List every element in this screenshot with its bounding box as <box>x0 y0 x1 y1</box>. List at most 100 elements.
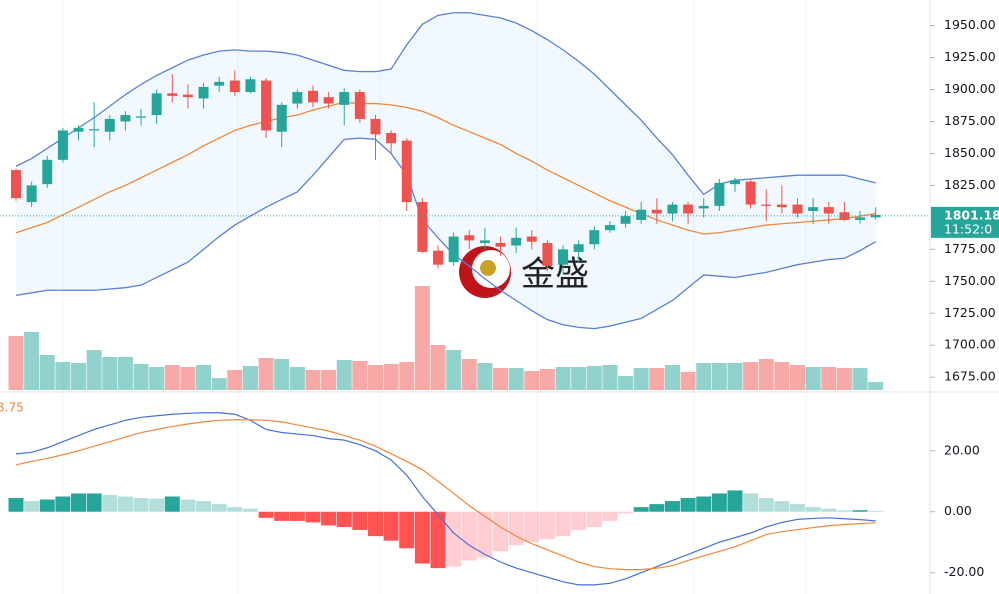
volume-bar <box>758 359 774 390</box>
candle-body <box>620 216 631 224</box>
volume-bar <box>55 362 71 390</box>
volume-bar <box>149 367 165 390</box>
y-tick-label: 1725.00 <box>944 305 996 320</box>
histogram-bar <box>493 511 509 552</box>
volume-bar <box>321 370 337 390</box>
candle-body <box>745 181 756 205</box>
y-tick-label: 1675.00 <box>944 369 996 384</box>
volume-bar <box>289 367 305 390</box>
signal-line <box>15 419 876 571</box>
candle-body <box>120 115 131 122</box>
candle-body <box>573 244 584 252</box>
candle-body <box>73 127 84 132</box>
candle-body <box>276 104 287 132</box>
volume-bar <box>727 363 743 390</box>
histogram-bar <box>571 511 587 531</box>
candle-body <box>776 204 787 208</box>
histogram-bar <box>774 501 790 512</box>
candle-body <box>683 204 694 214</box>
candle-body <box>761 204 772 206</box>
candle-body <box>323 97 334 104</box>
candle-body <box>495 242 506 247</box>
band-fill <box>16 12 876 329</box>
volume-bar <box>493 368 509 390</box>
histogram-bar <box>258 511 274 518</box>
histogram-bar <box>477 511 493 558</box>
histogram-bar <box>196 501 212 512</box>
volume-bar <box>446 350 462 390</box>
candle-body <box>261 80 272 131</box>
candle-body <box>229 80 240 93</box>
histogram-bar <box>539 511 555 540</box>
volume-bar <box>117 357 133 390</box>
candle-body <box>182 94 193 98</box>
histogram-bar <box>39 499 55 512</box>
candle-body <box>589 230 600 245</box>
histogram-bar <box>336 511 352 527</box>
histogram-bar <box>790 504 805 512</box>
volume-bar <box>508 368 524 390</box>
last-price-box <box>931 206 999 238</box>
candle-body <box>558 249 569 265</box>
candle-body <box>511 237 522 246</box>
candle-body <box>714 182 725 206</box>
volume-bar <box>539 369 555 390</box>
candle-body <box>354 92 365 119</box>
candle-body <box>339 92 350 105</box>
y-tick-label: 1700.00 <box>944 337 996 352</box>
histogram-bar <box>242 508 258 512</box>
countdown-label: 11:52:0 <box>944 221 992 236</box>
histogram-bar <box>321 511 337 526</box>
candle-body <box>667 204 678 214</box>
candle-body <box>729 180 740 185</box>
histogram-bar <box>743 493 759 512</box>
candle-body <box>464 235 475 241</box>
histogram-bar <box>821 508 837 512</box>
volume-bar <box>836 368 852 390</box>
volume-bar <box>71 363 87 390</box>
candle-body <box>307 90 318 103</box>
candle-body <box>104 118 115 132</box>
histogram-bar <box>805 507 821 512</box>
logo-dot <box>480 260 496 276</box>
histogram-bar <box>71 493 87 512</box>
histogram-bar <box>633 507 649 512</box>
y-tick-label: 1875.00 <box>944 113 996 128</box>
candle-body <box>292 92 303 104</box>
candle-body <box>89 129 100 131</box>
candle-body <box>214 81 225 86</box>
macd-line <box>15 412 876 586</box>
histogram-bar <box>164 496 180 512</box>
candle-body <box>636 209 647 220</box>
histogram-bar <box>618 511 634 514</box>
volume-bar <box>649 368 665 390</box>
histogram-bar <box>274 511 290 521</box>
histogram-bar <box>86 493 102 512</box>
histogram-bar <box>461 511 477 561</box>
histogram-bar <box>680 498 696 512</box>
candle-body <box>57 130 68 160</box>
volume-bar <box>258 358 274 390</box>
volume-bar <box>477 363 493 390</box>
volume-bar <box>633 368 649 390</box>
volume-bar <box>39 355 55 390</box>
candle-body <box>11 170 21 199</box>
volume-bar <box>414 286 430 390</box>
histogram-bar <box>602 511 618 521</box>
histogram-bar <box>367 511 383 537</box>
candle-body <box>870 214 881 218</box>
volume-bar <box>242 366 258 390</box>
histogram-bar <box>211 504 227 512</box>
y-tick-label: -20.00 <box>944 564 984 579</box>
volume-bar <box>164 365 180 390</box>
volume-bar <box>586 366 602 390</box>
volume-bar <box>8 336 24 390</box>
candle-body <box>198 86 209 99</box>
candle-body <box>401 140 412 203</box>
volume-bar <box>602 365 618 390</box>
volume-bar <box>305 370 321 390</box>
histogram-bar <box>8 498 24 512</box>
band-lower <box>15 137 876 330</box>
y-tick-label: 0.00 <box>944 503 972 518</box>
